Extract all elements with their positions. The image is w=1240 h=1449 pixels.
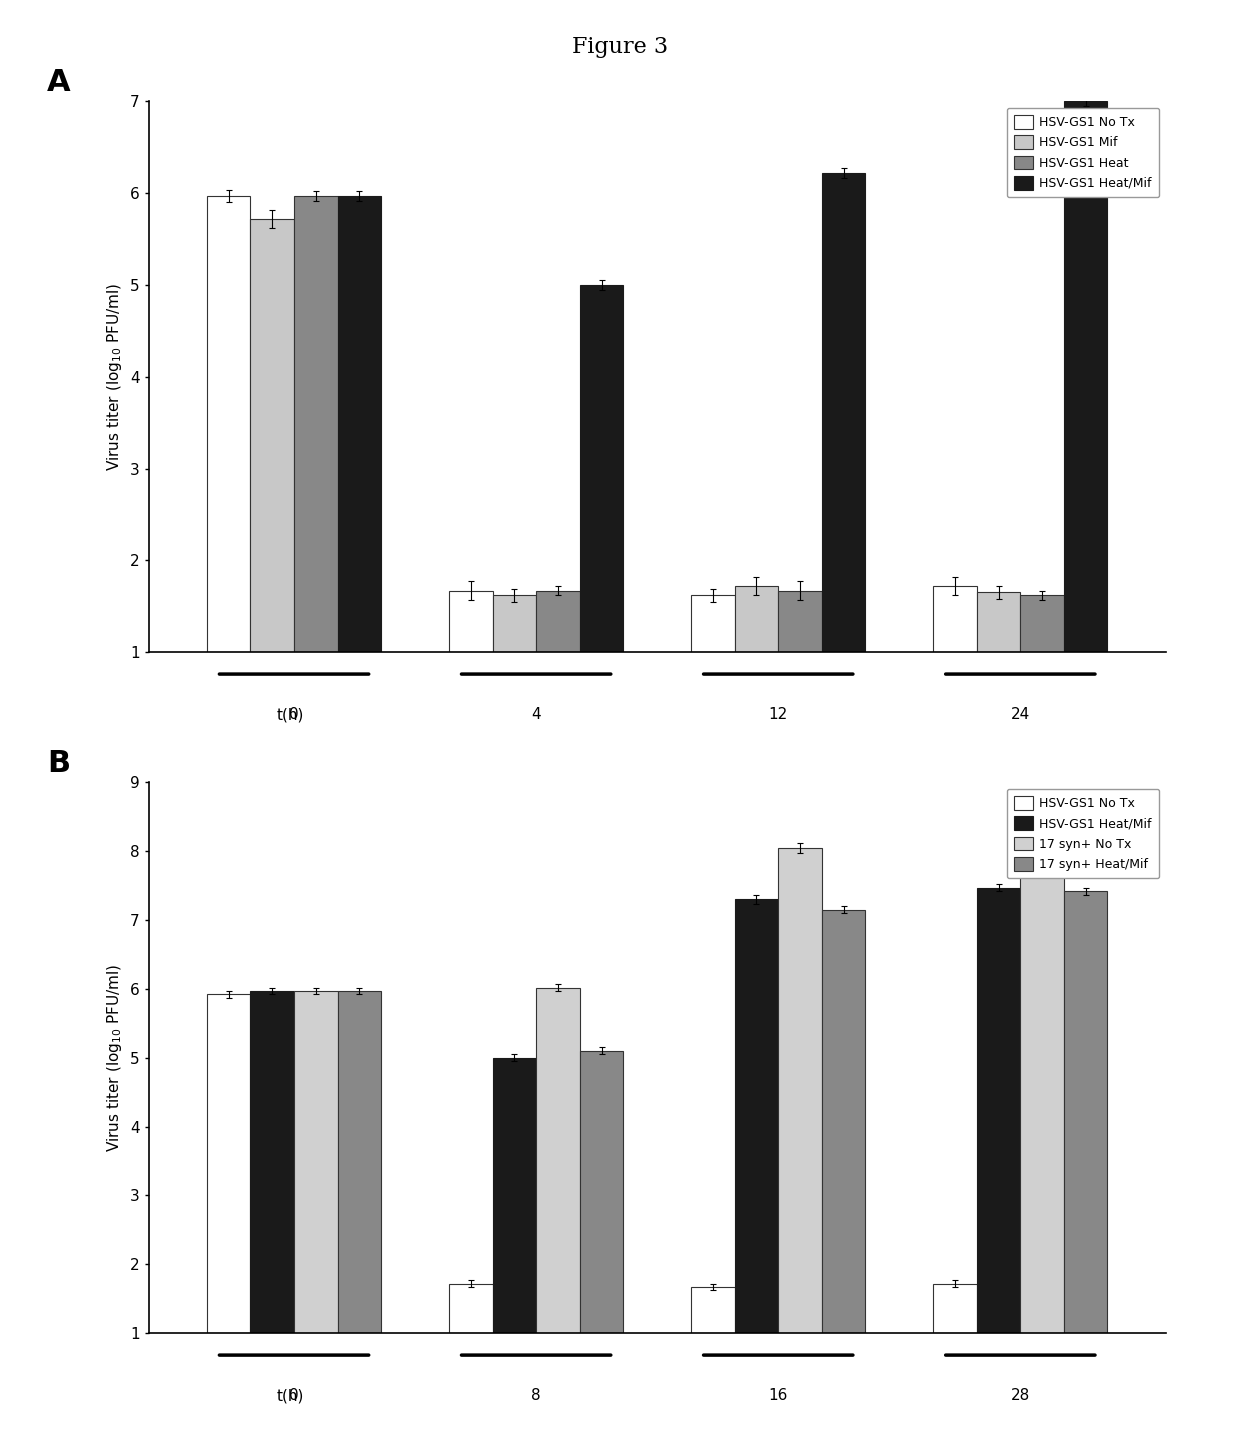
Bar	[536, 988, 580, 1333]
Bar	[250, 219, 294, 652]
Bar	[492, 596, 536, 652]
Y-axis label: Virus titer (log$_{10}$ PFU/ml): Virus titer (log$_{10}$ PFU/ml)	[105, 283, 124, 471]
Text: 4: 4	[531, 707, 541, 722]
Bar	[934, 585, 977, 652]
Bar	[492, 1058, 536, 1333]
Bar	[934, 1284, 977, 1333]
Text: 24: 24	[1011, 707, 1030, 722]
Text: B: B	[47, 749, 71, 778]
Bar	[1021, 596, 1064, 652]
Bar	[337, 196, 381, 652]
Bar	[691, 1287, 734, 1333]
Bar	[779, 848, 822, 1333]
Bar	[207, 994, 250, 1333]
Bar	[977, 593, 1021, 652]
Bar	[1064, 101, 1107, 652]
Text: 0: 0	[289, 707, 299, 722]
Bar	[734, 585, 779, 652]
Bar	[822, 910, 866, 1333]
Text: 0: 0	[289, 1388, 299, 1403]
Text: Figure 3: Figure 3	[572, 36, 668, 58]
Bar	[734, 900, 779, 1333]
Y-axis label: Virus titer (log$_{10}$ PFU/ml): Virus titer (log$_{10}$ PFU/ml)	[105, 964, 124, 1152]
Bar	[449, 591, 492, 652]
Bar	[294, 991, 337, 1333]
Bar	[580, 1051, 624, 1333]
Text: t(h): t(h)	[277, 1388, 305, 1403]
Bar	[250, 991, 294, 1333]
Bar	[580, 285, 624, 652]
Bar	[822, 172, 866, 652]
Bar	[1064, 891, 1107, 1333]
Text: 12: 12	[769, 707, 787, 722]
Bar	[207, 196, 250, 652]
Legend: HSV-GS1 No Tx, HSV-GS1 Heat/Mif, 17 syn+ No Tx, 17 syn+ Heat/Mif: HSV-GS1 No Tx, HSV-GS1 Heat/Mif, 17 syn+…	[1007, 788, 1159, 878]
Bar	[449, 1284, 492, 1333]
Bar	[294, 196, 337, 652]
Text: A: A	[47, 68, 71, 97]
Bar	[536, 591, 580, 652]
Legend: HSV-GS1 No Tx, HSV-GS1 Mif, HSV-GS1 Heat, HSV-GS1 Heat/Mif: HSV-GS1 No Tx, HSV-GS1 Mif, HSV-GS1 Heat…	[1007, 107, 1159, 197]
Text: 28: 28	[1011, 1388, 1030, 1403]
Text: 8: 8	[531, 1388, 541, 1403]
Bar	[1021, 845, 1064, 1333]
Text: 16: 16	[769, 1388, 787, 1403]
Bar	[779, 591, 822, 652]
Bar	[337, 991, 381, 1333]
Bar	[691, 596, 734, 652]
Text: t(h): t(h)	[277, 707, 305, 722]
Bar	[977, 888, 1021, 1333]
